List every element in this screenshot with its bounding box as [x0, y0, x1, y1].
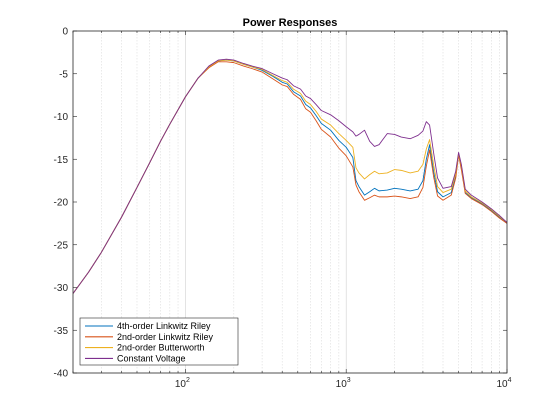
y-tick-label: -25 — [54, 240, 69, 251]
x-tick-label: 104 — [496, 377, 511, 390]
legend-label: Constant Voltage — [117, 353, 186, 363]
chart-title: Power Responses — [243, 17, 338, 29]
legend-label: 2nd-order Butterworth — [117, 343, 205, 353]
axis-ticks — [72, 30, 508, 374]
x-tick-label: 102 — [175, 377, 190, 390]
y-tick-label: -20 — [54, 198, 69, 209]
y-tick-label: -15 — [54, 155, 69, 166]
x-tick-label-base: 10 — [496, 379, 508, 390]
y-tick-labels: 0 -5 -10 -15 -20 -25 -30 -35 -40 — [54, 27, 69, 380]
y-tick-label: -10 — [54, 112, 69, 123]
x-tick-label-exponent: 3 — [347, 377, 351, 384]
series-lines — [73, 58, 507, 294]
x-tick-labels: 102 103 104 — [175, 377, 512, 390]
x-tick-label-base: 10 — [336, 379, 348, 390]
y-tick-label: -30 — [54, 283, 69, 294]
plot-area — [73, 58, 507, 294]
x-tick-label-exponent: 4 — [508, 377, 512, 384]
y-tick-label: -5 — [59, 69, 68, 80]
y-tick-label: -35 — [54, 326, 69, 337]
grid-lines — [101, 31, 500, 373]
x-tick-label-base: 10 — [175, 379, 187, 390]
y-tick-label: -40 — [54, 369, 69, 380]
y-tick-label: 0 — [62, 27, 68, 38]
x-tick-label: 103 — [336, 377, 351, 390]
x-tick-label-exponent: 2 — [186, 377, 190, 384]
legend-label: 2nd-order Linkwitz Riley — [117, 332, 214, 342]
legend-label: 4th-order Linkwitz Riley — [117, 321, 211, 331]
series-line — [73, 58, 507, 294]
